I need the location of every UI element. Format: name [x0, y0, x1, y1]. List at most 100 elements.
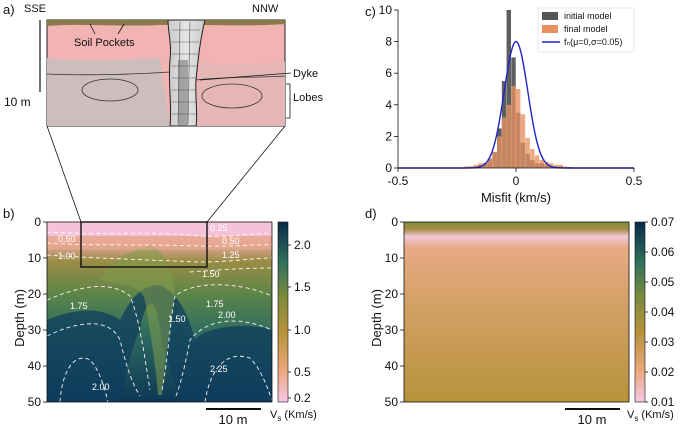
final-model-bar	[553, 164, 559, 168]
colorbar-b-tick-label: 0.2	[294, 391, 311, 405]
final-model-bar	[473, 164, 478, 168]
colorbar-d	[634, 221, 646, 403]
panel-c-xlabel: Misfit (km/s)	[481, 190, 551, 205]
colorbar-b-tick-label: 0.5	[294, 365, 311, 379]
vs-section-image	[47, 222, 272, 402]
final-model-bar	[516, 89, 521, 168]
final-model-bar	[478, 163, 483, 168]
colorbar-d-tick-label: 0.07	[651, 215, 675, 229]
final-model-bar	[544, 161, 549, 168]
panel-a-label: a)	[3, 2, 15, 17]
panel-c-ytick-label: 10	[379, 3, 393, 17]
lobe-1	[81, 78, 139, 102]
dyke-label: Dyke	[293, 68, 318, 80]
panel-b-ylabel: Depth (m)	[12, 289, 27, 347]
dyke-body	[167, 19, 206, 127]
final-model-bar	[506, 104, 511, 168]
panel-c-ytick-label: 4	[385, 98, 392, 112]
panel-c-ytick-label: 2	[385, 129, 392, 143]
colorbar-b-ticks: 2.0 1.5 1.0 0.5 0.2	[288, 238, 311, 405]
panel-b-ytick-label: 20	[28, 287, 42, 301]
dyke-fractures	[172, 21, 200, 125]
soil-pocket-arrow-1	[89, 23, 96, 35]
lobes-bracket	[286, 83, 291, 119]
histogram-bars	[464, 10, 573, 168]
panel-c-legend: initial model final model fₙ(μ=0,σ=0.05)	[537, 7, 635, 53]
panel-b: b) 0.500.251.000.501.251.501.75 1.7	[3, 206, 317, 427]
final-model-bar	[482, 163, 488, 168]
final-model-bar	[549, 163, 554, 168]
panel-b-label: b)	[3, 206, 15, 221]
final-model-bar	[492, 152, 497, 168]
colorbar-b	[277, 221, 289, 403]
contour-label: 1.25	[222, 250, 240, 260]
colorbar-b-tick-label: 1.5	[294, 280, 311, 294]
panel-c-xtick-label: -0.5	[388, 174, 409, 188]
panel-d-ylabel: Depth (m)	[369, 289, 384, 347]
final-model-bar	[468, 166, 474, 168]
panel-b-ytick-label: 10	[28, 251, 42, 265]
lobe-2	[201, 83, 263, 109]
legend-entry: initial model	[564, 11, 612, 21]
final-model-bar	[487, 158, 493, 168]
panel-c-yaxis: 0 2 4 6 8 10	[379, 3, 398, 175]
panel-d-ytick-label: 40	[385, 359, 399, 373]
contour-label: 1.50	[202, 269, 220, 279]
final-model-bar	[534, 155, 540, 168]
contour-label: 1.00	[58, 251, 76, 261]
colorbar-b-label: Vs (Km/s)	[270, 409, 317, 423]
soil-band	[47, 20, 285, 26]
contour-label: 2.25	[210, 364, 228, 374]
panel-c-ytick-label: 0	[385, 161, 392, 175]
lobes-label: Lobes	[293, 92, 323, 104]
final-model-bar	[558, 164, 563, 168]
contour-label: 0.25	[210, 223, 228, 233]
colorbar-d-tick-label: 0.03	[651, 335, 675, 349]
panel-c-xtick-label: 0.5	[626, 174, 643, 188]
panel-b-ytick-label: 50	[28, 395, 42, 409]
panel-b-ytick-label: 40	[28, 359, 42, 373]
lobe-zone-left	[47, 58, 170, 126]
final-model-bar	[464, 166, 469, 168]
panel-b-yaxis: 0 10 20 30 40 50	[28, 215, 47, 409]
colorbar-d-ticks: 0.07 0.06 0.05 0.04 0.03 0.02 0.01	[645, 215, 675, 409]
colorbar-d-label: Vs (Km/s)	[627, 409, 674, 423]
colorbar-b-tick-label: 2.0	[294, 238, 311, 252]
colorbar-b-tick-label: 1.0	[294, 323, 311, 337]
zoom-line-left	[46, 125, 82, 223]
colorbar-d-tick-label: 0.02	[651, 365, 675, 379]
contour-label: 0.50	[222, 236, 240, 246]
final-model-bar	[530, 149, 535, 168]
colorbar-d-tick-label: 0.04	[651, 305, 675, 319]
final-model-bar	[520, 114, 526, 168]
panel-d-ytick-label: 0	[391, 215, 398, 229]
contour-label: 2.00	[92, 382, 110, 392]
panel-a: a) SSE NNW S	[3, 2, 323, 223]
panel-b-contour-labels: 0.500.251.000.501.251.501.75 1.751.50 2.00…	[58, 223, 240, 392]
colorbar-d-tick-label: 0.05	[651, 275, 675, 289]
legend-entry: final model	[564, 24, 608, 34]
zoom-line-right	[206, 125, 286, 223]
soil-pocket-arrow-2	[117, 23, 125, 35]
panel-d-frame	[403, 221, 630, 403]
contour-label: 1.50	[168, 314, 186, 324]
legend-swatch-0	[542, 12, 558, 20]
direction-sse: SSE	[24, 3, 46, 15]
panel-d-ytick-label: 20	[385, 287, 399, 301]
lobe-zone-right	[195, 62, 285, 126]
panel-b-ytick-label: 0	[34, 215, 41, 229]
lobe-boundary-left	[46, 71, 171, 76]
outcrop-sketch	[46, 19, 286, 127]
soil-pockets-label: Soil Pockets	[74, 37, 135, 49]
uncertainty-image	[404, 222, 629, 402]
initial-model-bar	[506, 10, 511, 168]
final-model-bar	[525, 137, 530, 168]
dyke-pointer	[199, 72, 292, 81]
panel-d-ytick-label: 30	[385, 323, 399, 337]
contour-label: 1.75	[206, 299, 224, 309]
final-model-bar	[497, 136, 502, 168]
dyke-core	[178, 60, 188, 126]
colorbar-d-tick-label: 0.01	[651, 395, 675, 409]
